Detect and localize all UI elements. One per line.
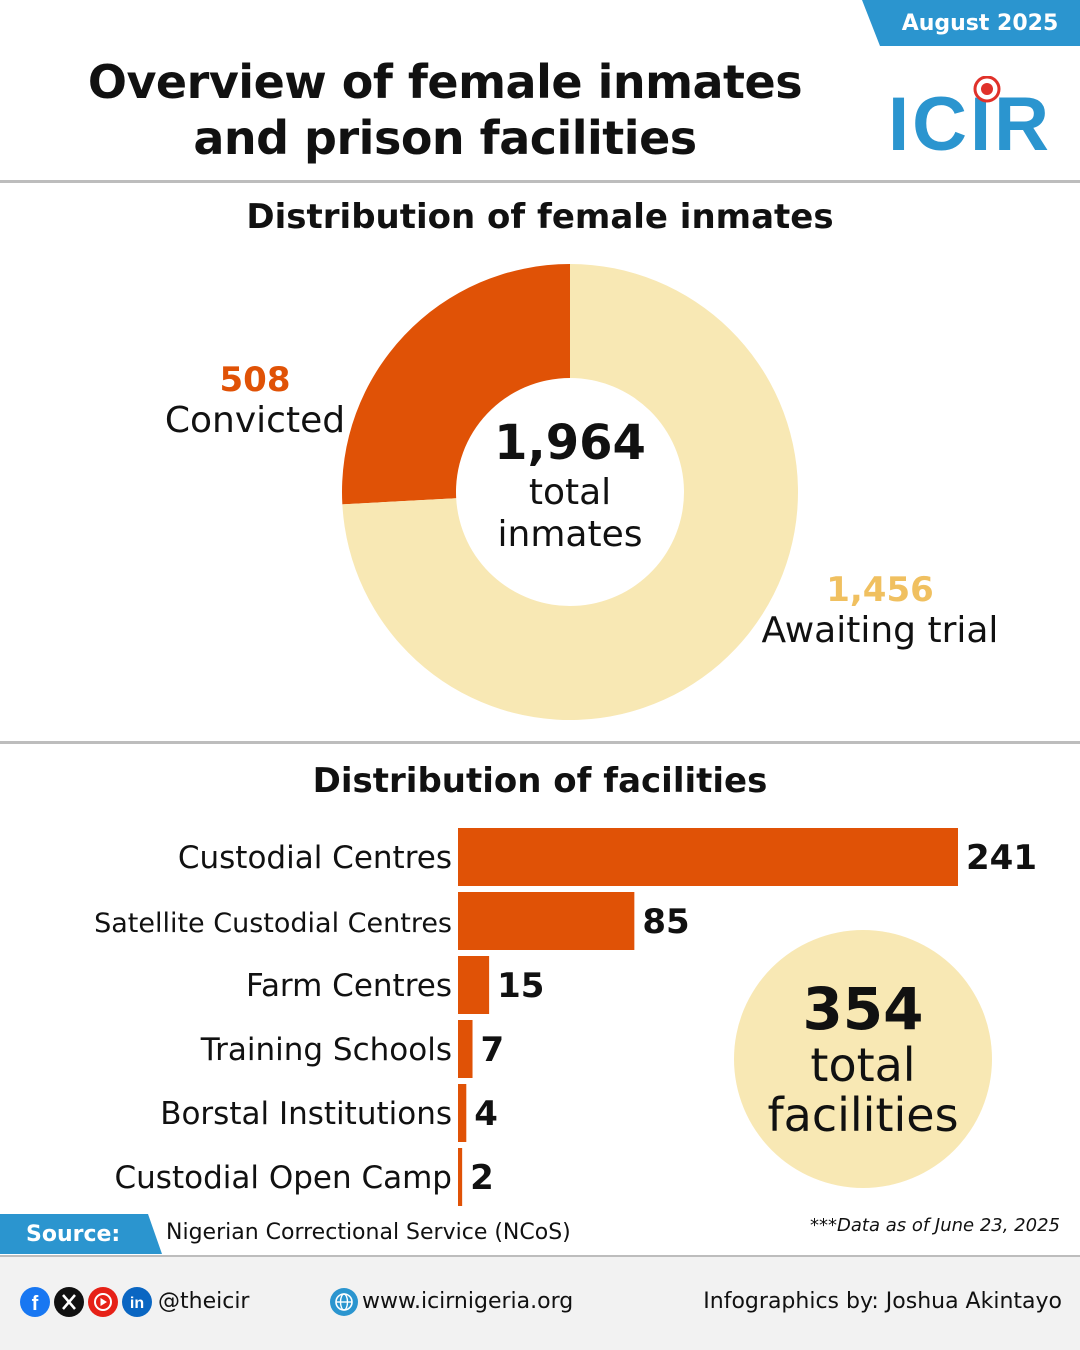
facilities-section-title: Distribution of facilities — [312, 761, 768, 801]
social-handle[interactable]: @theicir — [158, 1289, 250, 1314]
facilities-total-value: 354 — [802, 975, 924, 1043]
linkedin-icon[interactable]: in — [122, 1287, 152, 1317]
bar-custodial-centres — [458, 828, 958, 886]
svg-text:in: in — [130, 1295, 144, 1312]
website-url: www.icirnigeria.org — [362, 1289, 574, 1314]
divider-top — [0, 180, 1080, 183]
donut-slice-awaiting-trial — [342, 264, 798, 720]
inmates-donut-chart — [342, 264, 798, 720]
inmates-total-label-2: inmates — [497, 514, 643, 555]
facilities-total-label-1: total — [810, 1038, 916, 1092]
donut-slice-convicted — [342, 264, 570, 505]
bar-value-custodial-centres: 241 — [966, 838, 1037, 878]
social-links: f in @theicir — [20, 1287, 249, 1317]
bar-value-custodial-open-camp: 2 — [470, 1158, 494, 1198]
bar-label-borstal-institutions: Borstal Institutions — [160, 1096, 452, 1132]
facilities-bar-chart: Custodial Centres 241 Satellite Custodial … — [94, 828, 1037, 1206]
x-icon[interactable] — [54, 1287, 84, 1317]
bar-label-farm-centres: Farm Centres — [246, 968, 452, 1004]
inmates-total-value: 1,964 — [494, 415, 646, 471]
bar-label-custodial-open-camp: Custodial Open Camp — [115, 1160, 453, 1196]
youtube-icon[interactable] — [88, 1287, 118, 1317]
awaiting-callout: 1,456 Awaiting trial — [745, 570, 1015, 652]
inmates-total-label-1: total — [528, 472, 612, 513]
website-link[interactable]: www.icirnigeria.org — [330, 1287, 573, 1317]
divider-middle — [0, 741, 1080, 744]
icir-logo: ICIR — [888, 76, 1052, 156]
bar-label-satellite-custodial-centres: Satellite Custodial Centres — [94, 908, 452, 939]
page-title-line-1: Overview of female inmates — [87, 55, 803, 109]
bar-value-training-schools: 7 — [481, 1030, 505, 1070]
bar-satellite-custodial-centres — [458, 892, 635, 950]
footer: f in @theicir www.icirnigeria.org Infogr… — [0, 1255, 1080, 1350]
source-label: Source: — [0, 1214, 162, 1254]
facilities-total: 354 total facilities — [734, 930, 992, 1188]
source-text: Nigerian Correctional Service (NCoS) — [166, 1220, 571, 1245]
page-title-line-2: and prison facilities — [193, 111, 697, 165]
awaiting-label: Awaiting trial — [761, 610, 999, 651]
convicted-value: 508 — [219, 360, 291, 400]
bar-label-custodial-centres: Custodial Centres — [178, 840, 452, 876]
bar-value-satellite-custodial-centres: 85 — [642, 902, 689, 942]
awaiting-value: 1,456 — [826, 570, 934, 610]
convicted-callout: 508 Convicted — [155, 360, 355, 442]
globe-icon — [330, 1288, 358, 1316]
svg-text:f: f — [32, 1293, 39, 1315]
date-badge: August 2025 — [862, 0, 1080, 46]
inmates-total: 1,964 total inmates — [460, 414, 680, 556]
bar-label-training-schools: Training Schools — [200, 1032, 452, 1068]
page-title: Overview of female inmates and prison fa… — [20, 54, 870, 166]
bar-farm-centres — [458, 956, 490, 1014]
data-date-note: ***Data as of June 23, 2025 — [810, 1215, 1060, 1236]
bar-training-schools — [458, 1020, 473, 1078]
bar-borstal-institutions — [458, 1084, 467, 1142]
bar-custodial-open-camp — [458, 1148, 463, 1206]
bar-value-farm-centres: 15 — [497, 966, 544, 1006]
convicted-label: Convicted — [164, 400, 346, 441]
facilities-total-label-2: facilities — [767, 1088, 959, 1142]
facebook-icon[interactable]: f — [20, 1287, 50, 1317]
inmates-section-title: Distribution of female inmates — [246, 197, 834, 237]
bar-value-borstal-institutions: 4 — [474, 1094, 498, 1134]
logo-text: ICIR — [888, 82, 1052, 156]
credit-text: Infographics by: Joshua Akintayo — [703, 1289, 1062, 1314]
